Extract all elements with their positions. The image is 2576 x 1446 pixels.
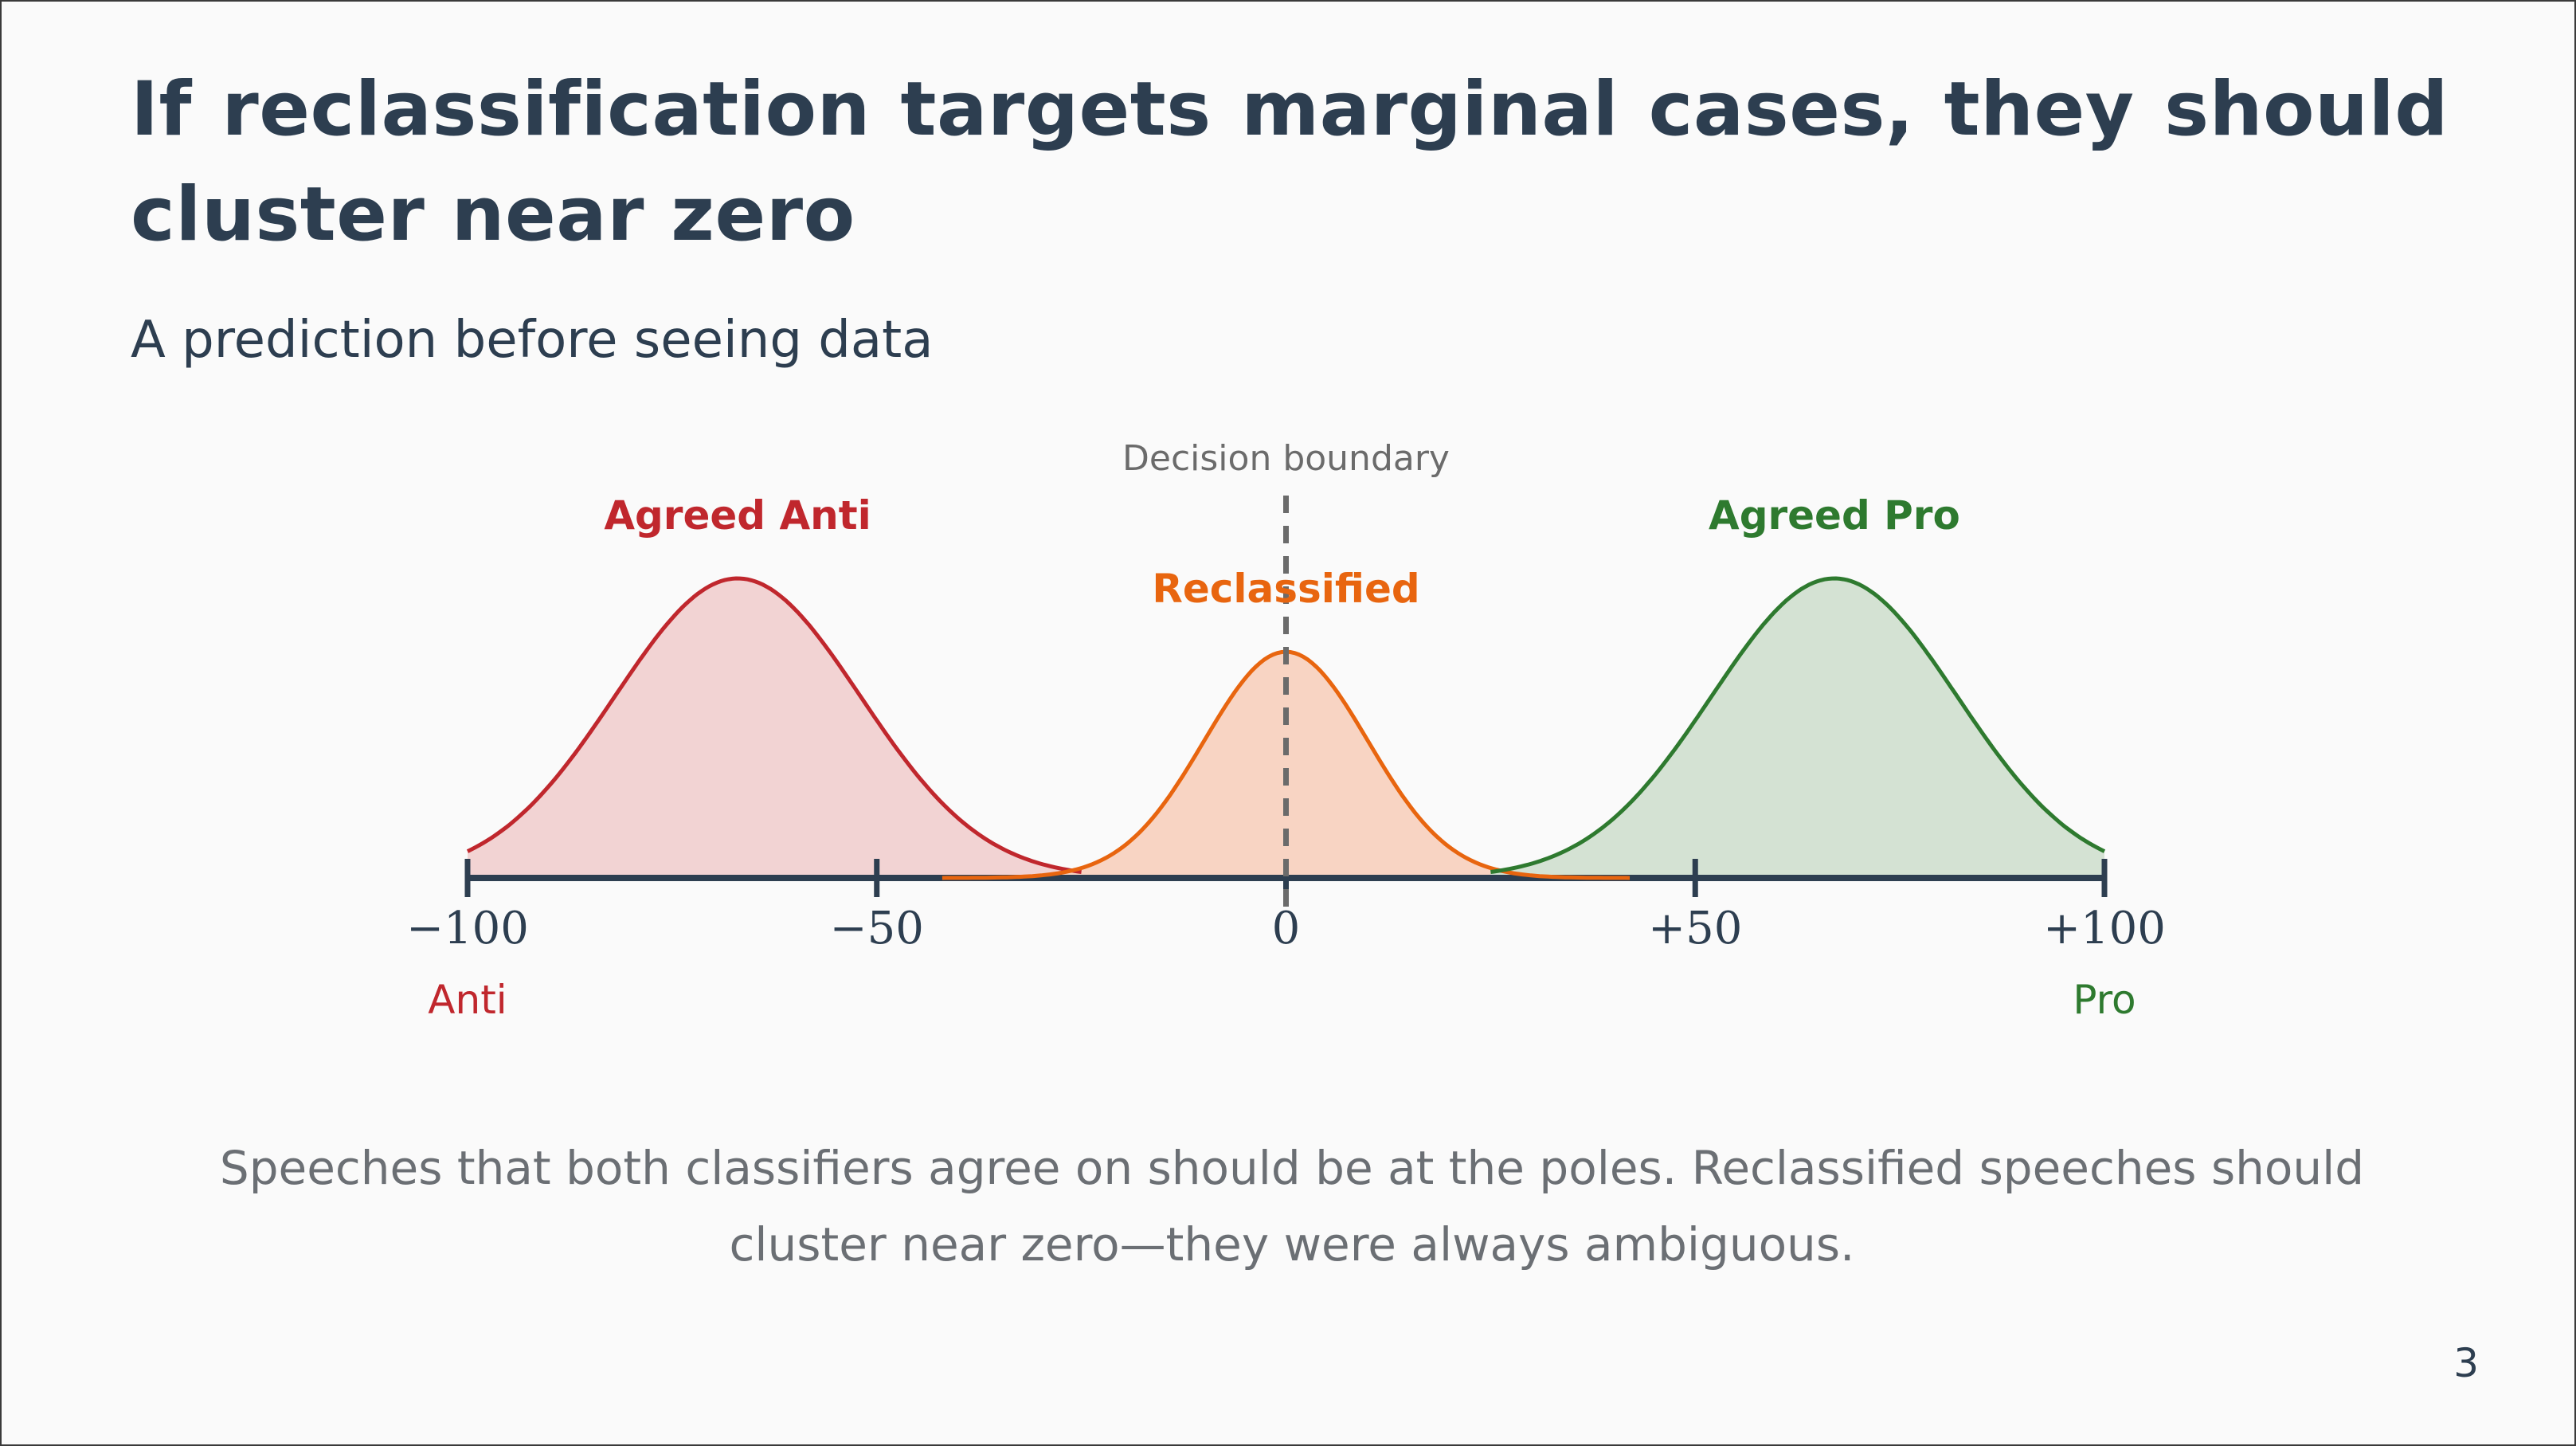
- agreed-anti-curve: [466, 576, 1082, 874]
- slide-caption: Speeches that both classifiers agree on …: [219, 1141, 2365, 1272]
- axis-tick-label: 0: [1272, 903, 1301, 954]
- pro-pole-label: Pro: [2073, 977, 2136, 1023]
- agreed-anti-label: Agreed Anti: [604, 492, 871, 539]
- reclassified-area: [942, 652, 1630, 878]
- decision-boundary-label: Decision boundary: [1122, 438, 1450, 479]
- page-number: 3: [2453, 1340, 2479, 1386]
- axis-tick-label: +50: [1648, 903, 1742, 954]
- axis-tick-label: +100: [2043, 903, 2166, 954]
- agreed-pro-label: Agreed Pro: [1709, 492, 1960, 539]
- axis-tick-label: −100: [406, 903, 529, 954]
- anti-pole-label: Anti: [428, 977, 507, 1023]
- agreed-pro-area: [1490, 578, 2104, 878]
- agreed-pro-curve: [1490, 576, 2106, 874]
- agreed-anti-area: [468, 578, 1082, 878]
- slide-title: If reclassification targets marginal cas…: [131, 66, 2449, 258]
- axis-tick-label: −50: [830, 903, 924, 954]
- reclassified-label: Reclassified: [1152, 566, 1419, 612]
- slide-subtitle: A prediction before seeing data: [131, 311, 934, 370]
